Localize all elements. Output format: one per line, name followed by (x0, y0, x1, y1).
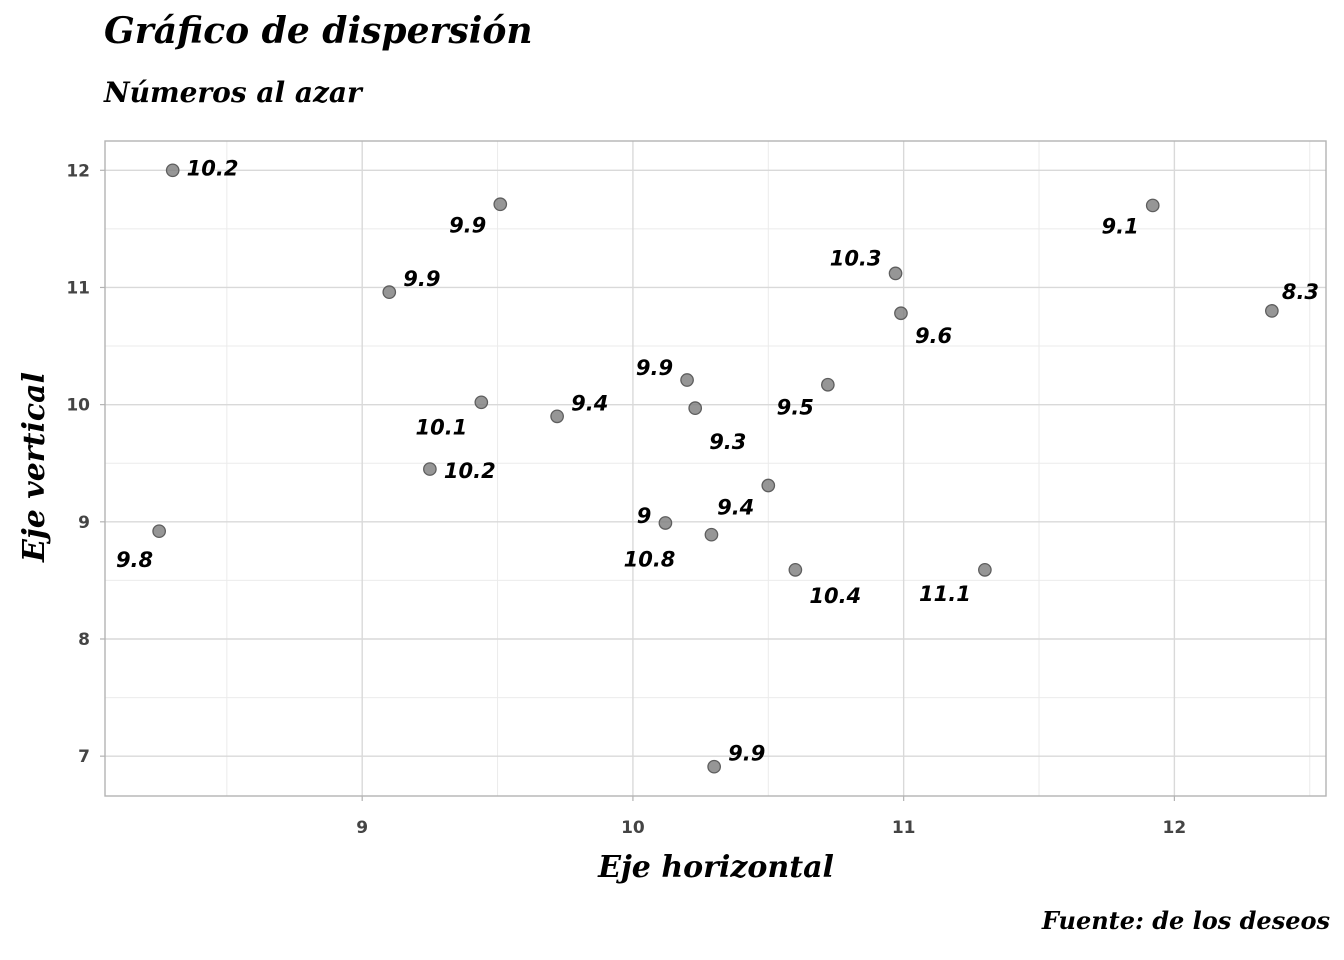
point-label: 10.2 (444, 459, 496, 483)
scatter-point (821, 377, 835, 392)
y-tick-label: 9 (78, 513, 90, 533)
point-label: 9.8 (116, 548, 153, 572)
point-label: 10.2 (187, 156, 239, 180)
y-axis-ticks: 7 8 9 10 11 12 (66, 161, 105, 767)
scatter-point (658, 516, 673, 530)
point-label: 9 (637, 504, 652, 528)
point-label: 10.4 (809, 584, 861, 608)
chart-caption: Fuente: de los deseos (1041, 906, 1330, 935)
point-label: 9.1 (1102, 214, 1139, 238)
scatter-point (788, 563, 803, 577)
plot-panel-border (104, 140, 1327, 797)
scatter-point (152, 524, 166, 539)
scatter-point (680, 373, 694, 387)
point-label: 9.5 (777, 396, 814, 420)
scatter-point (474, 395, 489, 410)
x-tick-label: 12 (1163, 818, 1187, 838)
point-label: 9.6 (915, 324, 952, 348)
x-tick-label: 11 (892, 818, 916, 838)
scatter-point (978, 563, 992, 577)
scatter-point (423, 462, 437, 476)
x-tick-label: 10 (621, 818, 645, 838)
scatter-point (688, 401, 703, 416)
scatter-point (1265, 304, 1279, 318)
data-labels: 10.2 9.9 9.9 10.3 9.6 9.1 8.3 9.9 9.3 9.5 10.1 9.4 1… (116, 156, 1319, 765)
chart-subtitle: Números al azar (104, 76, 362, 109)
y-tick-label: 10 (66, 396, 90, 416)
point-label: 8.3 (1282, 280, 1319, 304)
point-label: 9.3 (709, 430, 746, 454)
point-label: 9.4 (571, 391, 608, 415)
point-label: 9.4 (717, 495, 754, 519)
point-label: 9.9 (403, 267, 440, 291)
chart-title: Gráfico de dispersión (104, 10, 533, 52)
point-label: 9.9 (636, 356, 673, 380)
point-label: 9.9 (728, 742, 765, 766)
scatter-point (761, 478, 776, 493)
x-tick-label: 9 (356, 818, 368, 838)
y-tick-label: 8 (78, 630, 90, 650)
y-tick-label: 12 (66, 161, 90, 181)
y-tick-label: 7 (78, 747, 90, 767)
scatter-point (382, 285, 397, 300)
scatter-point (888, 266, 903, 281)
point-label: 11.1 (919, 582, 971, 606)
point-label: 9.9 (449, 213, 486, 237)
major-gridlines (105, 141, 1326, 796)
scatter-point (493, 197, 508, 212)
x-axis-ticks: 9 10 11 12 (356, 796, 1186, 838)
point-label: 10.3 (830, 246, 882, 270)
scatter-point (550, 409, 564, 424)
y-tick-label: 11 (66, 278, 90, 298)
scatter-point (894, 306, 908, 321)
point-label: 10.1 (415, 415, 467, 439)
scatter-point (704, 527, 719, 542)
scatter-point (1145, 198, 1160, 213)
scatter-point (165, 163, 180, 178)
scatter-point (707, 759, 721, 774)
data-points (152, 163, 1279, 774)
x-axis-label: Eje horizontal (597, 850, 834, 885)
minor-gridlines (105, 141, 1326, 796)
point-label: 10.8 (624, 548, 676, 572)
y-axis-label: Eje vertical (17, 372, 52, 563)
